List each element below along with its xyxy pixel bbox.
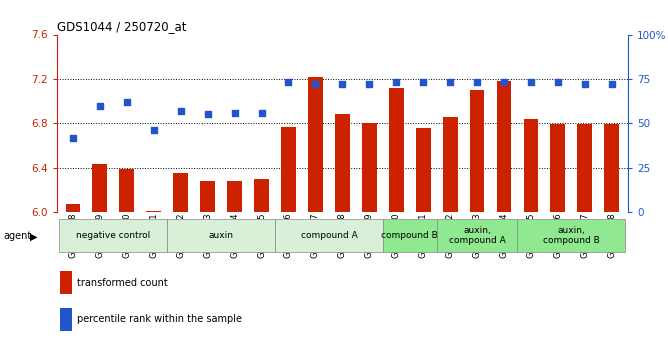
Bar: [59, 271, 72, 294]
Point: [364, 81, 375, 87]
Bar: [577, 125, 593, 212]
Bar: [281, 127, 296, 212]
Text: negative control: negative control: [76, 231, 150, 240]
Bar: [389, 88, 403, 212]
Bar: [383, 219, 437, 252]
Bar: [496, 81, 512, 212]
Point: [176, 108, 186, 114]
Point: [445, 80, 456, 85]
Bar: [59, 219, 167, 252]
Bar: [443, 117, 458, 212]
Bar: [362, 124, 377, 212]
Text: auxin,
compound B: auxin, compound B: [543, 226, 600, 245]
Bar: [470, 90, 484, 212]
Text: transformed count: transformed count: [77, 278, 168, 288]
Point: [552, 80, 563, 85]
Point: [148, 128, 159, 133]
Text: ▶: ▶: [30, 231, 37, 241]
Text: percentile rank within the sample: percentile rank within the sample: [77, 314, 242, 324]
Bar: [65, 204, 80, 212]
Bar: [92, 165, 108, 212]
Bar: [605, 125, 619, 212]
Text: auxin: auxin: [208, 231, 234, 240]
Bar: [120, 169, 134, 212]
Bar: [437, 219, 518, 252]
Point: [337, 81, 347, 87]
Point: [257, 110, 267, 116]
Point: [472, 80, 482, 85]
Point: [418, 80, 428, 85]
Text: GDS1044 / 250720_at: GDS1044 / 250720_at: [57, 20, 186, 33]
Bar: [200, 181, 215, 212]
Bar: [167, 219, 275, 252]
Point: [498, 80, 509, 85]
Bar: [550, 125, 565, 212]
Bar: [524, 119, 538, 212]
Point: [122, 99, 132, 105]
Bar: [275, 219, 383, 252]
Text: agent: agent: [3, 231, 31, 241]
Bar: [518, 219, 625, 252]
Bar: [254, 179, 269, 212]
Text: compound B: compound B: [381, 231, 438, 240]
Point: [526, 80, 536, 85]
Bar: [59, 308, 72, 331]
Point: [229, 110, 240, 116]
Point: [202, 112, 213, 117]
Bar: [146, 211, 161, 212]
Bar: [308, 77, 323, 212]
Point: [579, 81, 590, 87]
Bar: [335, 115, 350, 212]
Point: [95, 103, 106, 108]
Point: [283, 80, 294, 85]
Bar: [173, 173, 188, 212]
Text: auxin,
compound A: auxin, compound A: [449, 226, 506, 245]
Bar: [227, 181, 242, 212]
Point: [67, 135, 78, 140]
Bar: [415, 128, 431, 212]
Text: compound A: compound A: [301, 231, 357, 240]
Point: [607, 81, 617, 87]
Point: [310, 81, 321, 87]
Point: [391, 80, 401, 85]
